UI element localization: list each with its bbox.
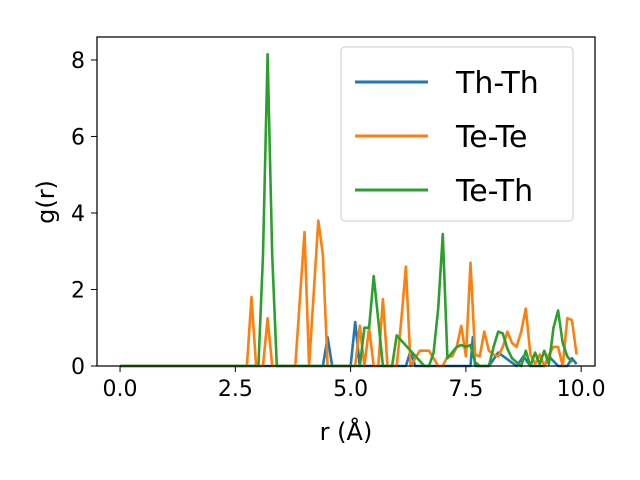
plot-frame (96, 36, 596, 367)
legend-label-te-te: Te-Te (455, 120, 527, 155)
x-tick-label: 5.0 (333, 377, 368, 402)
series-line-te-te (120, 219, 578, 368)
y-tick-label: 2 (71, 278, 85, 303)
series-line-th-th (120, 320, 578, 368)
series-line-te-th (120, 52, 573, 368)
x-axis: 0.0 2.5 5.0 7.5 10.0 (103, 366, 606, 402)
legend-box (340, 46, 574, 222)
x-tick-label: 2.5 (218, 377, 253, 402)
y-tick-label: 0 (71, 355, 85, 380)
x-tick-label: 10.0 (557, 377, 606, 402)
y-tick-label: 6 (71, 125, 85, 150)
x-tick-label: 0.0 (103, 377, 138, 402)
y-tick-label: 8 (71, 49, 85, 74)
x-tick-label: 7.5 (448, 377, 483, 402)
y-axis-label: g(r) (32, 180, 60, 224)
legend-label-th-th: Th-Th (455, 66, 539, 101)
legend: Th-Th Te-Te Te-Th (340, 46, 574, 222)
legend-label-te-th: Te-Th (455, 174, 533, 209)
legend-entries: Th-Th Te-Te Te-Th (355, 66, 539, 209)
y-axis: 0 2 4 6 8 (71, 49, 97, 380)
x-axis-label: r (Å) (320, 417, 373, 446)
y-tick-label: 4 (71, 202, 85, 227)
